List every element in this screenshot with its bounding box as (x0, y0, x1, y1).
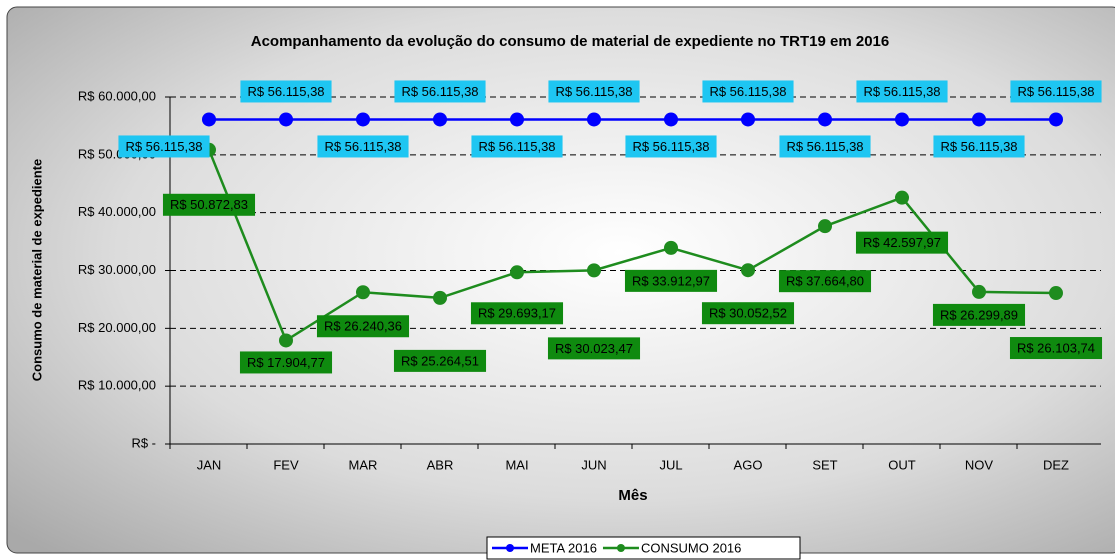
data-label: R$ 56.115,38 (632, 139, 709, 154)
data-label: R$ 17.904,77 (247, 355, 325, 370)
data-label: R$ 30.052,52 (709, 306, 787, 321)
point (818, 112, 832, 127)
data-label: R$ 56.115,38 (478, 139, 555, 154)
point (279, 112, 293, 127)
data-label-box (317, 135, 409, 158)
data-label: R$ 56.115,38 (247, 84, 324, 99)
data-label: R$ 42.597,97 (863, 235, 941, 250)
y-tick-label: R$ 20.000,00 (78, 320, 156, 335)
data-label-box (855, 231, 949, 254)
chart-title: Acompanhamento da evolução do consumo de… (251, 33, 890, 50)
data-label-box (547, 337, 641, 360)
point (202, 112, 216, 127)
data-label: R$ 25.264,51 (401, 353, 479, 368)
point (972, 112, 986, 127)
data-label-box (1010, 80, 1102, 103)
data-label: R$ 56.115,38 (709, 84, 786, 99)
y-tick-label: R$ 60.000,00 (78, 88, 156, 103)
x-tick-label: FEV (273, 457, 299, 472)
y-axis-title: Consumo de material de expediente (29, 159, 44, 382)
data-label: R$ 56.115,38 (401, 84, 478, 99)
x-tick-label: DEZ (1043, 457, 1069, 472)
x-tick-label: AGO (734, 457, 763, 472)
point (895, 190, 909, 205)
data-label: R$ 37.664,80 (786, 274, 864, 289)
point (433, 290, 447, 305)
y-tick-label: R$ 30.000,00 (78, 262, 156, 277)
data-label-box (548, 80, 640, 103)
x-tick-label: MAI (505, 457, 528, 472)
x-tick-label: JUL (659, 457, 682, 472)
legend-label: CONSUMO 2016 (641, 540, 741, 555)
point (664, 112, 678, 127)
x-tick-label: ABR (427, 457, 454, 472)
data-label: R$ 50.872,83 (170, 197, 248, 212)
point (972, 284, 986, 299)
data-label: R$ 56.115,38 (125, 139, 202, 154)
x-tick-label: MAR (349, 457, 378, 472)
data-label-box (239, 351, 333, 374)
point (818, 219, 832, 234)
legend-label: META 2016 (530, 540, 597, 555)
data-label-box (162, 193, 256, 216)
data-label-box (470, 302, 564, 325)
point (741, 112, 755, 127)
data-label-box (779, 135, 871, 158)
y-tick-label: R$ - (131, 435, 156, 450)
data-label-box (118, 135, 210, 158)
y-tick-label: R$ 40.000,00 (78, 204, 156, 219)
data-label-box (240, 80, 332, 103)
data-label-box (856, 80, 948, 103)
point (664, 240, 678, 255)
series-line (207, 149, 1057, 343)
data-label: R$ 26.103,74 (1017, 340, 1095, 355)
data-label: R$ 56.115,38 (863, 84, 940, 99)
data-label: R$ 56.115,38 (555, 84, 632, 99)
point (510, 265, 524, 280)
legend-swatch (616, 544, 625, 552)
point (741, 263, 755, 278)
data-label: R$ 33.912,97 (632, 273, 710, 288)
data-label-box (933, 135, 1025, 158)
point (510, 112, 524, 127)
x-tick-label: NOV (965, 457, 994, 472)
x-tick-label: SET (812, 457, 837, 472)
data-label: R$ 26.299,89 (940, 307, 1018, 322)
data-label-box (394, 80, 486, 103)
legend-swatch (506, 544, 514, 552)
x-axis-title: Mês (618, 487, 647, 504)
point (433, 112, 447, 127)
point (1049, 286, 1063, 301)
y-tick-label: R$ 10.000,00 (78, 378, 156, 393)
point (356, 112, 370, 127)
x-tick-label: JUN (581, 457, 606, 472)
data-label-box (624, 269, 718, 292)
point (587, 112, 601, 127)
data-label-box (778, 270, 872, 293)
legend (486, 536, 801, 560)
x-tick-label: JAN (197, 457, 222, 472)
data-label: R$ 56.115,38 (786, 139, 863, 154)
data-label-box (625, 135, 717, 158)
data-label: R$ 56.115,38 (1017, 84, 1094, 99)
data-label-box (471, 135, 563, 158)
data-label: R$ 30.023,47 (555, 341, 633, 356)
point (356, 285, 370, 300)
point (587, 263, 601, 278)
data-label: R$ 56.115,38 (940, 139, 1017, 154)
data-label: R$ 26.240,36 (324, 319, 402, 334)
data-label-box (702, 80, 794, 103)
data-label-box (932, 303, 1026, 326)
data-label: R$ 29.693,17 (478, 306, 556, 321)
data-label-box (393, 349, 487, 372)
data-label-box (1009, 337, 1103, 360)
data-label-box (316, 315, 410, 338)
point (1049, 112, 1063, 127)
point (279, 333, 293, 348)
x-tick-label: OUT (888, 457, 916, 472)
data-label: R$ 56.115,38 (324, 139, 401, 154)
point (895, 112, 909, 127)
data-label-box (701, 302, 795, 325)
